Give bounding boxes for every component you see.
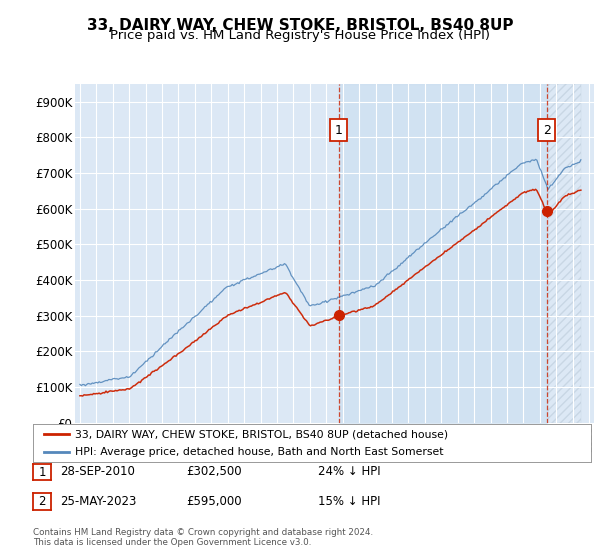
Text: Price paid vs. HM Land Registry's House Price Index (HPI): Price paid vs. HM Land Registry's House … xyxy=(110,29,490,42)
Text: 24% ↓ HPI: 24% ↓ HPI xyxy=(318,465,380,478)
Text: 1: 1 xyxy=(38,465,46,479)
Text: 33, DAIRY WAY, CHEW STOKE, BRISTOL, BS40 8UP (detached house): 33, DAIRY WAY, CHEW STOKE, BRISTOL, BS40… xyxy=(75,429,448,439)
Text: 2: 2 xyxy=(38,495,46,508)
Text: £302,500: £302,500 xyxy=(186,465,242,478)
Text: HPI: Average price, detached house, Bath and North East Somerset: HPI: Average price, detached house, Bath… xyxy=(75,447,443,457)
Text: 25-MAY-2023: 25-MAY-2023 xyxy=(60,494,136,508)
Text: £595,000: £595,000 xyxy=(186,494,242,508)
Text: 1: 1 xyxy=(335,124,343,137)
Text: 15% ↓ HPI: 15% ↓ HPI xyxy=(318,494,380,508)
Text: 2: 2 xyxy=(543,124,551,137)
Text: 33, DAIRY WAY, CHEW STOKE, BRISTOL, BS40 8UP: 33, DAIRY WAY, CHEW STOKE, BRISTOL, BS40… xyxy=(87,18,513,33)
Text: Contains HM Land Registry data © Crown copyright and database right 2024.
This d: Contains HM Land Registry data © Crown c… xyxy=(33,528,373,547)
Text: 28-SEP-2010: 28-SEP-2010 xyxy=(60,465,135,478)
